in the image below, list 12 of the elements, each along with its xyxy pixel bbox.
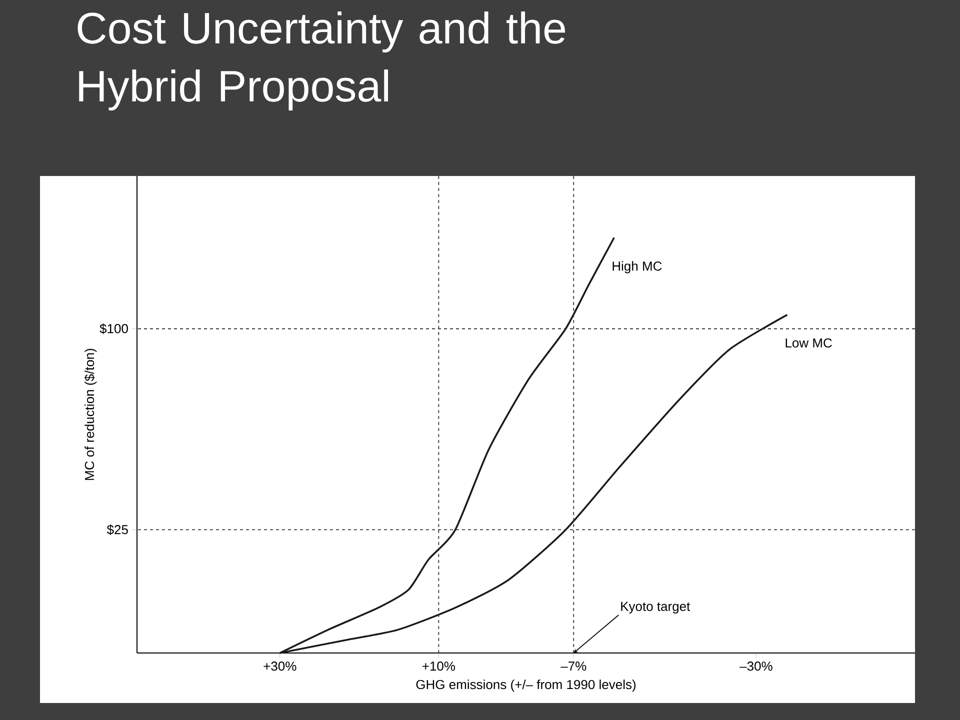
x-tick-label: +10% [422, 662, 456, 671]
y-axis-title: MC of reduction ($/ton) [84, 348, 97, 480]
x-tick-label: –30% [740, 662, 772, 671]
y-tick-label: $100 [100, 323, 128, 334]
annotation: Kyoto target [621, 602, 690, 614]
y-tick-label: $25 [106, 524, 128, 535]
x-tick-label: +30% [264, 662, 296, 671]
series-label: High MC [612, 261, 662, 274]
series-label: Low MC [786, 338, 832, 348]
x-tick-label: –7% [560, 662, 586, 671]
chart-title: Cost Uncertainty and the Hybrid Proposal [78, 12, 566, 111]
x-axis-title: GHG emissions (+/– from 1990 levels) [416, 680, 636, 692]
